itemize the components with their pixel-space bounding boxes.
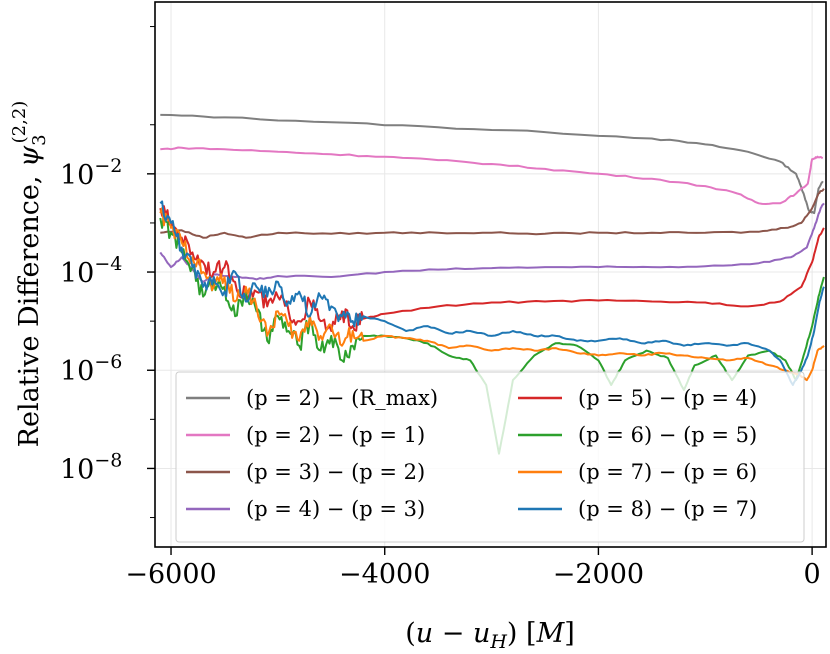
x-tick-label: −6000 bbox=[125, 559, 216, 590]
y-tick-label: 10−6 bbox=[60, 351, 122, 387]
series-line bbox=[160, 146, 824, 205]
x-tick-label: −4000 bbox=[339, 559, 430, 590]
legend-box bbox=[175, 371, 805, 543]
legend: (p = 2) − (R_max) (p = 2) − (p = 1) (p = 3… bbox=[175, 371, 805, 543]
series-line bbox=[160, 188, 825, 239]
plot-frame bbox=[154, 1, 827, 548]
grid-lines bbox=[155, 2, 826, 547]
y-axis-label: Relative Difference, ψ3(2,2) bbox=[9, 101, 50, 448]
x-axis-label: (u − uH) [M] bbox=[405, 618, 575, 653]
series-line bbox=[159, 205, 825, 332]
y-tick-label: 10−2 bbox=[60, 155, 122, 191]
legend-label: (p = 2) − (p = 1) bbox=[246, 423, 425, 447]
legend-label: (p = 7) − (p = 6) bbox=[578, 460, 757, 484]
y-tick-label: 10−8 bbox=[60, 449, 122, 485]
series-line bbox=[160, 113, 824, 215]
series-line bbox=[159, 207, 825, 382]
legend-label: (p = 8) − (p = 7) bbox=[578, 497, 757, 521]
series-line bbox=[159, 202, 825, 283]
axis-ticks: −6000 −4000 −2000 0 10−2 10−4 10−6 10−8 bbox=[60, 26, 821, 590]
legend-label: (p = 2) − (R_max) bbox=[246, 386, 438, 410]
legend-label: (p = 6) − (p = 5) bbox=[578, 423, 757, 447]
x-tick-label: 0 bbox=[804, 559, 821, 590]
legend-label: (p = 4) − (p = 3) bbox=[246, 497, 425, 521]
y-tick-label: 10−4 bbox=[60, 253, 122, 289]
legend-label: (p = 3) − (p = 2) bbox=[246, 460, 425, 484]
series-line bbox=[159, 200, 825, 386]
x-tick-label: −2000 bbox=[553, 559, 644, 590]
legend-label: (p = 5) − (p = 4) bbox=[578, 386, 757, 410]
